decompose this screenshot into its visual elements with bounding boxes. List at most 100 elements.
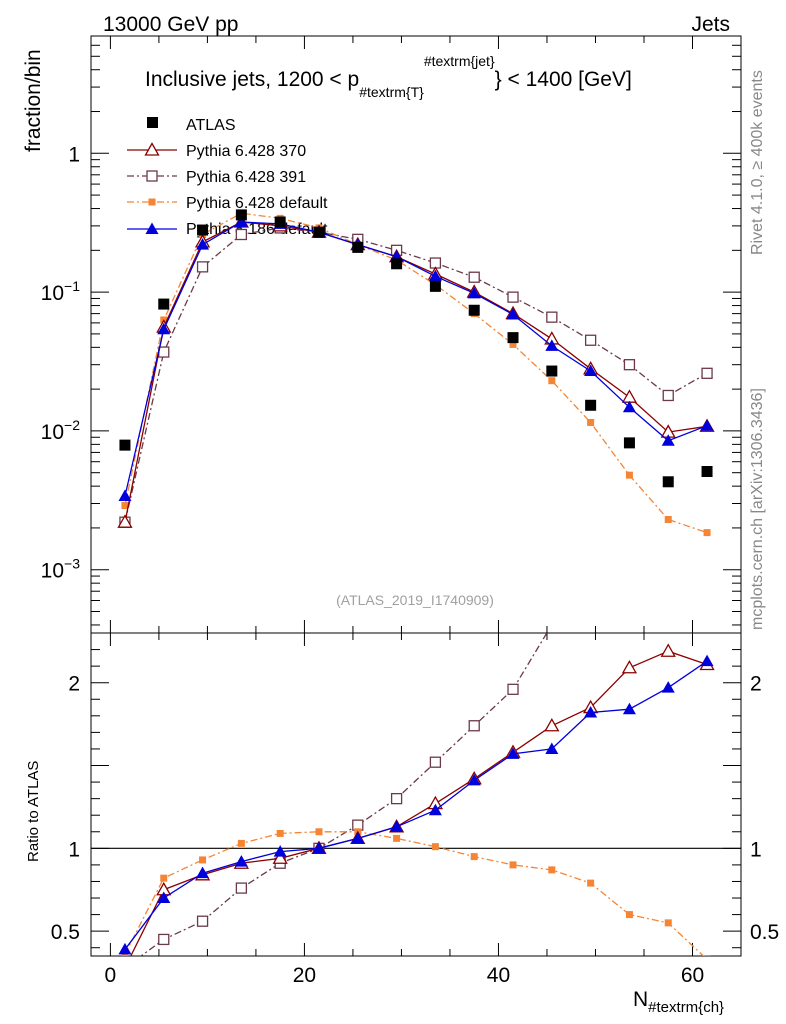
data-point-pdefault: [664, 516, 672, 524]
series-atlas: [119, 209, 713, 488]
data-point-atlas: [546, 365, 558, 377]
data-point-p391: [701, 367, 713, 379]
data-point-atlas: [585, 399, 597, 411]
ratio-point-pdefault: [431, 843, 439, 851]
ratio-point-p8: [506, 747, 520, 759]
data-point-p8: [622, 400, 636, 413]
ratio-point-p8: [661, 681, 675, 693]
chart-title: Inclusive jets, 1200 < p#textrm{T}#textr…: [145, 53, 632, 100]
y-tick-label-top: 10−3: [41, 556, 81, 583]
legend-label-pdefault: Pythia 6.428 default: [186, 195, 328, 212]
data-point-atlas: [158, 298, 170, 310]
ratio-point-pdefault: [587, 879, 595, 887]
x-axis-label: N#textrm{ch}: [633, 988, 724, 1016]
data-point-p8: [506, 307, 520, 320]
ratio-point-pdefault: [509, 861, 517, 869]
data-point-p8: [700, 419, 714, 431]
ratio-point-p391: [702, 181, 712, 191]
data-point-pdefault: [625, 471, 633, 479]
y-tick-label-ratio-right: 2: [750, 673, 762, 696]
legend-marker-atlas: [147, 117, 158, 128]
data-point-p8: [234, 215, 248, 227]
data-point-p391: [196, 261, 209, 273]
data-point-p8: [196, 238, 210, 250]
series-line-p8: [124, 221, 708, 497]
y-tick-label-ratio: 2: [68, 673, 80, 696]
ratio-series-p391: [120, 181, 712, 973]
data-point-pdefault: [703, 529, 711, 537]
ratio-point-pdefault: [393, 834, 401, 842]
y-tick-label-ratio: 0.5: [51, 921, 80, 944]
y-tick-label-ratio-right: 0.5: [750, 921, 779, 944]
data-point-p8: [661, 434, 675, 446]
legend-label-p370: Pythia 6.428 370: [186, 143, 306, 160]
ratio-point-p8: [428, 803, 442, 816]
y-tick-label-top: 1: [68, 143, 80, 166]
data-point-atlas: [391, 258, 403, 270]
data-point-p391: [546, 311, 558, 323]
data-point-atlas: [197, 224, 209, 236]
ratio-point-pdefault: [625, 911, 633, 919]
data-point-atlas: [623, 437, 635, 449]
ratio-point-pdefault: [548, 866, 556, 874]
legend-marker-p8: [145, 222, 159, 234]
ratio-point-p8: [196, 866, 210, 879]
data-point-p391: [662, 389, 674, 402]
ratio-point-p391: [586, 578, 596, 588]
series-p391: [119, 222, 713, 528]
series-line-pdefault: [124, 212, 708, 534]
ratio-point-p391: [196, 915, 209, 927]
top-panel-series: [117, 209, 715, 537]
ratio-point-p8: [467, 773, 481, 786]
axes-layer: 0 20 40 60 1 10−1 10−2 10−3 0.5 0.5 1 1 2 2: [41, 35, 779, 987]
ratio-point-p8: [312, 841, 326, 854]
ratio-point-p8: [351, 831, 365, 844]
ratio-point-p8: [700, 654, 714, 667]
ratio-point-p8: [157, 891, 171, 904]
ratio-point-p370: [621, 659, 638, 674]
ratio-point-p391: [235, 882, 248, 894]
legend-marker-pdefault: [148, 198, 156, 206]
ratio-point-p391: [158, 933, 170, 946]
x-tick-label: 40: [487, 964, 510, 987]
y-tick-label-top: 10−2: [41, 417, 81, 444]
ratio-point-p370: [660, 643, 676, 657]
ratio-point-p370: [118, 961, 131, 973]
data-point-pdefault: [509, 340, 517, 348]
ratio-line-p8: [124, 660, 708, 950]
y-tick-label-top: 10−1: [41, 278, 81, 305]
ratio-point-pdefault: [664, 919, 672, 927]
data-point-p370: [117, 514, 133, 528]
data-point-atlas: [468, 304, 480, 316]
x-tick-label: 0: [105, 964, 117, 987]
legend: ATLAS Pythia 6.428 370 Pythia 6.428 391 …: [127, 117, 328, 238]
data-point-atlas: [352, 241, 364, 253]
ratio-point-p8: [234, 855, 248, 867]
ratio-point-p8: [118, 942, 132, 955]
y-tick-label-ratio: 1: [68, 838, 80, 861]
y-axis-label-top: fraction/bin: [22, 49, 45, 152]
data-point-p391: [507, 291, 519, 303]
data-point-p8: [584, 364, 598, 377]
data-point-p8: [467, 286, 481, 299]
legend-label-p391: Pythia 6.428 391: [186, 169, 306, 186]
ratio-point-p370: [544, 717, 560, 732]
data-point-p8: [545, 339, 559, 351]
data-point-atlas: [662, 476, 674, 488]
x-tick-label: 20: [293, 964, 316, 987]
ratio-point-p8: [622, 702, 636, 715]
y-tick-label-ratio-right: 1: [750, 838, 762, 861]
ratio-point-pdefault: [315, 828, 323, 836]
ratio-point-p391: [120, 963, 130, 973]
legend-label-atlas: ATLAS: [186, 117, 236, 134]
x-tick-label: 60: [681, 964, 704, 987]
ratio-point-p391: [390, 792, 403, 805]
header-process: Jets: [691, 13, 730, 36]
ratio-point-p8: [584, 706, 598, 718]
data-point-atlas: [274, 216, 286, 228]
ratio-point-pdefault: [703, 955, 711, 956]
ratio-point-p391: [429, 756, 442, 768]
ratio-point-pdefault: [199, 856, 207, 864]
data-point-atlas: [235, 209, 247, 221]
